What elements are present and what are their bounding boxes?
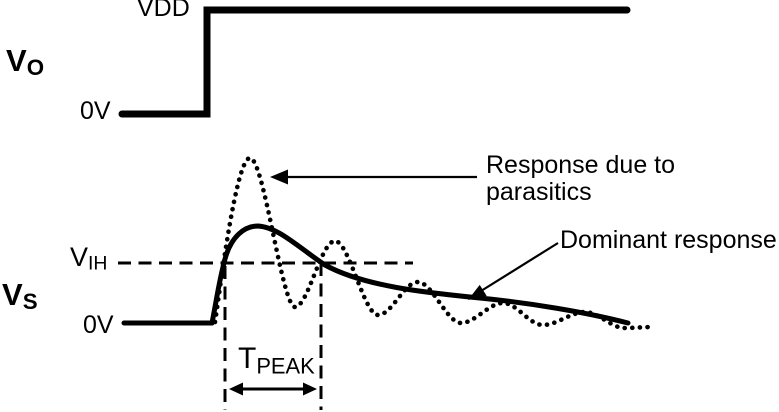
parasitic-response-label-line2: parasitics (486, 178, 592, 206)
vo-base: V (6, 43, 27, 78)
tpeak-arrow-left-head-icon (229, 382, 243, 396)
vdd-label: VDD (137, 0, 190, 22)
dominant-response-curve (209, 223, 631, 326)
dominant-callout-arrow (468, 242, 559, 300)
vo-subscript: O (26, 55, 45, 81)
vih-label: VIH (70, 242, 107, 275)
tpeak-base: T (238, 342, 257, 375)
parasitic-arrow-head-icon (270, 169, 288, 185)
vs-zero-label: 0V (83, 311, 114, 339)
dominant-response-label: Dominant response (560, 226, 777, 254)
vs-subscript: S (22, 289, 38, 315)
vs-base: V (2, 277, 23, 312)
tpeak-arrow (229, 382, 317, 396)
vo-signal-label: VO (6, 43, 44, 81)
parasitic-response-curve (212, 155, 656, 331)
dominant-arrow-head-icon (468, 284, 487, 300)
tpeak-subscript: PEAK (256, 353, 315, 379)
tpeak-label: TPEAK (238, 342, 315, 379)
dominant-arrow-shaft (480, 242, 559, 292)
parasitic-callout-arrow (270, 169, 477, 185)
vih-subscript: IH (88, 252, 108, 275)
vo-zero-label: 0V (80, 97, 111, 125)
vo-step-waveform (118, 6, 631, 118)
parasitic-response-label: Response due to parasitics (486, 152, 675, 206)
parasitic-response-label-line1: Response due to (486, 151, 676, 179)
vs-signal-label: VS (2, 277, 38, 315)
tpeak-arrow-right-head-icon (303, 382, 317, 396)
vih-base: V (70, 242, 89, 272)
